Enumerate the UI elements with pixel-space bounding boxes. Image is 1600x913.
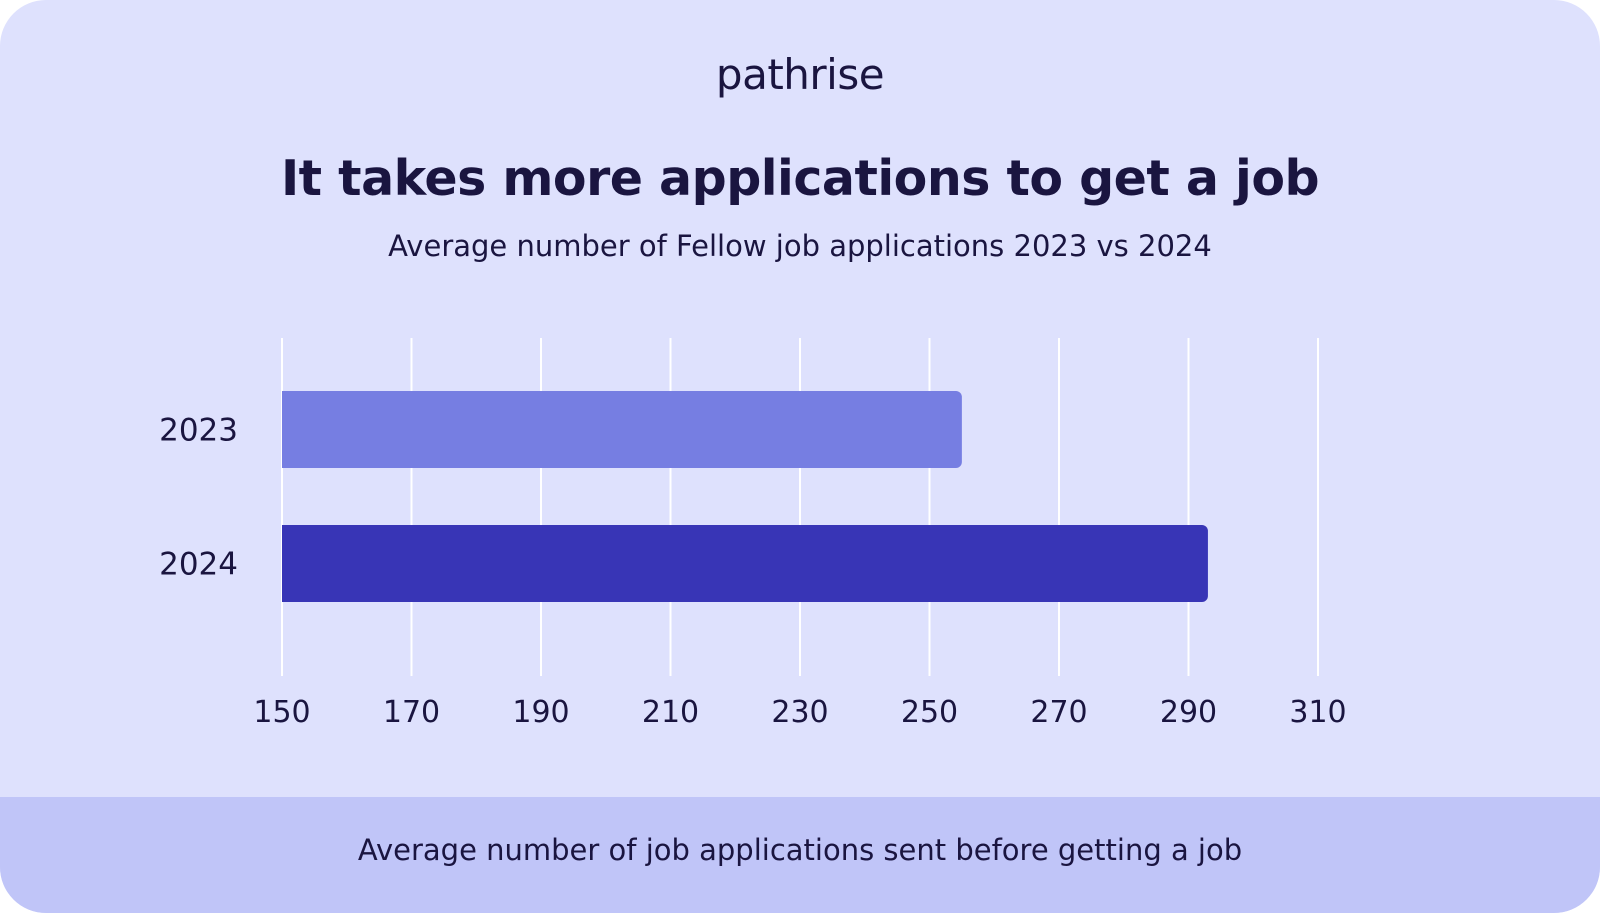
gridlines [281, 338, 1319, 676]
bars [282, 391, 1208, 602]
bar-2024-base [282, 525, 292, 602]
bar-2023 [282, 391, 962, 468]
x-tick-label-190: 190 [512, 695, 569, 730]
x-tick-label-170: 170 [383, 695, 440, 730]
chart-title: It takes more applications to get a job [280, 150, 1320, 207]
x-tick-label-310: 310 [1289, 695, 1346, 730]
x-tick-label-250: 250 [901, 695, 958, 730]
category-label-2024: 2024 [159, 547, 238, 583]
chart-caption: Average number of job applications sent … [357, 833, 1243, 867]
x-tick-label-270: 270 [1030, 695, 1087, 730]
bar-2024 [282, 525, 1208, 602]
chart-subtitle: Average number of Fellow job application… [388, 229, 1212, 263]
x-axis-ticks: 150 170 190 210 230 250 270 290 310 [253, 695, 1346, 730]
footer-band: Average number of job applications sent … [0, 797, 1600, 913]
category-labels: 2023 2024 [159, 413, 238, 583]
x-tick-label-150: 150 [253, 695, 310, 730]
bar-2023-base [282, 391, 292, 468]
category-label-2023: 2023 [159, 413, 238, 449]
x-tick-label-210: 210 [642, 695, 699, 730]
pathrise-logo: pathrise [715, 50, 885, 99]
x-tick-label-290: 290 [1160, 695, 1217, 730]
x-tick-label-230: 230 [771, 695, 828, 730]
